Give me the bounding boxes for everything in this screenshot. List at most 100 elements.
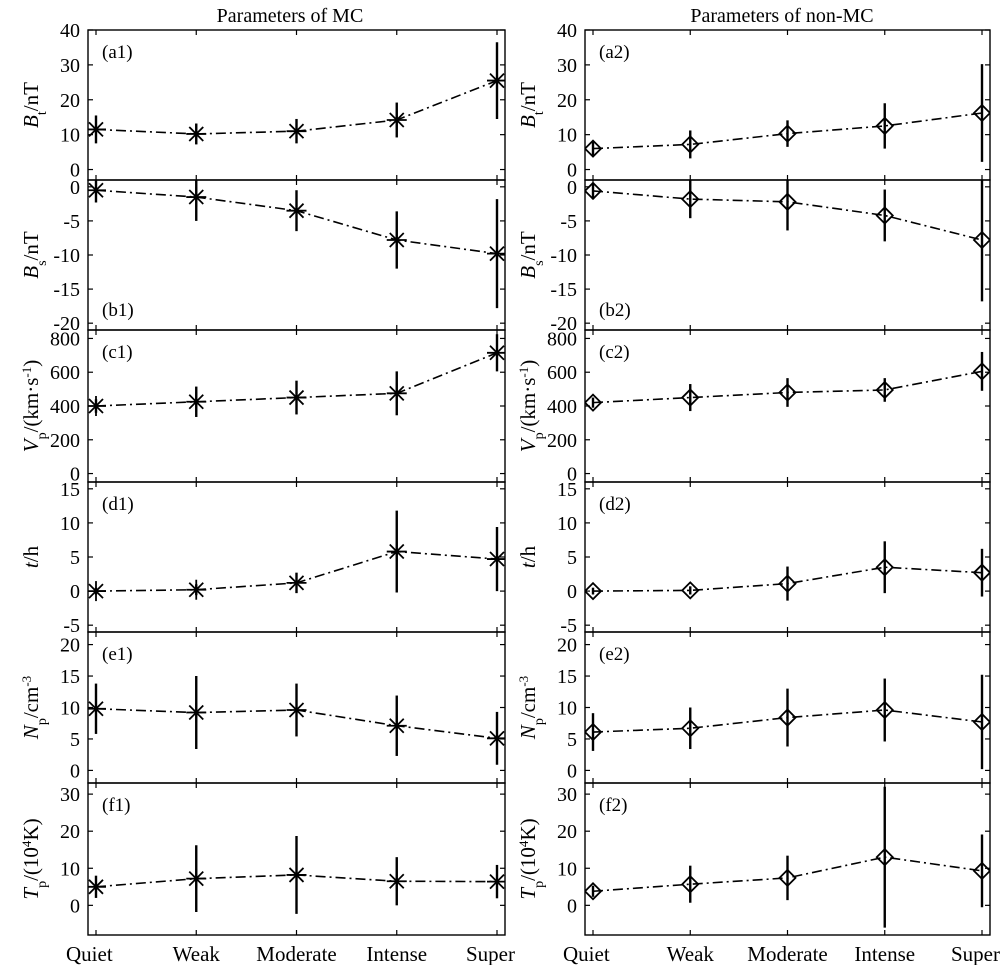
asterisk-marker (88, 876, 106, 897)
y-tick-label: -5 (560, 615, 577, 637)
column-title-nonmc: Parameters of non-MC (690, 5, 873, 27)
y-tick-label: 10 (60, 513, 80, 535)
y-tick-label: 800 (547, 328, 577, 350)
diamond-marker (585, 393, 603, 412)
y-tick-label: 5 (70, 547, 80, 569)
panel-nonmc-bt: 0 10 20 30 40 Bt/nT (a2) (516, 20, 991, 182)
diamond-marker (778, 192, 797, 212)
diamond-marker (778, 708, 797, 727)
diamond-marker (972, 230, 990, 250)
y-tick-label: 15 (60, 666, 80, 688)
panel-mc-bs: 0 -5 -10 -15 -20 Bs/nT (b1) (19, 177, 506, 335)
y-tick-label: 5 (567, 547, 577, 569)
asterisk-marker (487, 342, 505, 363)
asterisk-marker (186, 187, 207, 208)
y-axis-label-np: Np/cm-3 (19, 676, 50, 740)
y-axis-label-bs: Bs/nT (19, 231, 50, 279)
x-tick-label: Weak (667, 942, 715, 965)
y-tick-label: 10 (60, 858, 80, 880)
panel-label: (e2) (599, 644, 630, 665)
panel-nonmc-np: 0 5 10 15 20 Np/cm-3 (e2) (516, 631, 991, 784)
asterisk-marker (186, 579, 207, 600)
y-tick-label: 20 (60, 635, 80, 657)
panel-mc-t: -5 0 5 10 15 t/h (d1) (19, 479, 506, 637)
x-tick-label: Quiet (563, 942, 610, 965)
diamond-marker (972, 103, 990, 123)
diamond-marker (875, 847, 895, 867)
diamond-marker (585, 181, 603, 201)
diamond-marker (972, 563, 990, 582)
diamond-marker (585, 722, 603, 742)
y-tick-label: 40 (60, 20, 80, 42)
series-nonmc-np (585, 674, 990, 770)
diamond-marker (875, 700, 895, 720)
asterisk-marker (186, 391, 207, 412)
series-line (592, 566, 983, 592)
asterisk-marker (186, 123, 207, 144)
diamond-marker (680, 581, 700, 600)
diamond-marker (972, 362, 990, 381)
panel-label: (d1) (102, 494, 134, 515)
diamond-marker (778, 868, 797, 888)
y-tick-label: 20 (557, 90, 577, 112)
y-tick-label: 5 (567, 729, 577, 751)
y-tick-label: 800 (50, 328, 80, 350)
panel-mc-tp: 0 10 20 30 Tp/(104K) (f1) (19, 782, 506, 936)
x-tick-label: Moderate (256, 942, 336, 965)
panel-label: (b2) (599, 300, 631, 321)
y-tick-label: 600 (50, 362, 80, 384)
panel-nonmc-tp: 0 10 20 30 Tp/(104K) (f2) (516, 782, 991, 936)
y-tick-label: 5 (70, 729, 80, 751)
axes-frame (87, 481, 506, 633)
axes-frame (584, 481, 991, 633)
y-axis-label-t: t/h (516, 545, 540, 568)
y-tick-label: 20 (60, 90, 80, 112)
y-tick-label: -15 (53, 279, 80, 301)
y-tick-label: 200 (547, 430, 577, 452)
x-tick-label: Moderate (747, 942, 827, 965)
x-tick-label: Intense (366, 942, 427, 965)
asterisk-marker (487, 243, 505, 264)
diamond-marker (680, 388, 700, 407)
y-tick-label: 0 (567, 581, 577, 603)
diamond-marker (680, 718, 700, 738)
series-mc-np (88, 676, 505, 765)
diamond-marker (972, 861, 990, 881)
y-axis-label-tp: Tp/(104K) (516, 818, 547, 899)
y-tick-label: 10 (557, 513, 577, 535)
y-tick-label: 30 (557, 55, 577, 77)
series-line (592, 709, 983, 733)
y-tick-label: -10 (53, 245, 80, 267)
series-line (592, 112, 983, 150)
y-tick-label: -10 (550, 245, 577, 267)
series-nonmc-bt (585, 64, 990, 162)
panel-label: (c1) (102, 342, 133, 363)
y-tick-label: 0 (70, 464, 80, 486)
diamond-marker (680, 189, 700, 209)
panel-mc-np: 0 5 10 15 20 Np/cm-3 (e1) (19, 631, 506, 784)
asterisk-marker (286, 864, 307, 885)
y-tick-label: 600 (547, 362, 577, 384)
y-tick-label: -5 (63, 211, 80, 233)
x-tick-label: Super (951, 942, 1000, 965)
diamond-marker (778, 383, 797, 402)
y-tick-label: 10 (557, 125, 577, 147)
y-tick-label: 10 (557, 858, 577, 880)
y-axis-label-bt: Bt/nT (516, 82, 547, 128)
series-mc-bt (88, 42, 505, 145)
series-mc-bs (88, 180, 505, 309)
y-tick-label: 10 (60, 125, 80, 147)
diamond-marker (875, 557, 895, 577)
y-tick-label: 30 (60, 55, 80, 77)
y-axis-label-t: t/h (19, 545, 43, 568)
series-nonmc-t (585, 541, 990, 601)
asterisk-marker (286, 387, 307, 408)
y-axis-label-vp: Vp/(km·s-1) (19, 360, 50, 453)
asterisk-marker (286, 200, 307, 221)
asterisk-marker (88, 119, 106, 140)
y-tick-label: -20 (550, 313, 577, 335)
series-line (592, 190, 983, 241)
y-tick-label: 15 (60, 479, 80, 501)
panel-label: (d2) (599, 494, 631, 515)
